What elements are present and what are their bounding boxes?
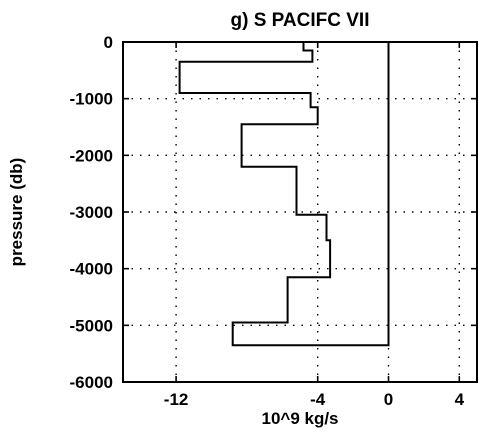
y-tick-label-2: -2000 <box>70 146 113 165</box>
plot-frame <box>122 41 478 383</box>
transport-profile-line-0 <box>178 42 390 347</box>
chart-title: g) S PACIFC VII <box>231 10 370 31</box>
y-tick-label-4: -4000 <box>70 260 113 279</box>
y-tick-label-1: -1000 <box>70 90 113 109</box>
y-tick-label-3: -3000 <box>70 203 113 222</box>
y-tick-label-0: 0 <box>104 33 113 52</box>
tick-labels: -12 -4 0 4 0 -1000 -2000 -3000 -4000 -5000 -6000 <box>70 33 465 409</box>
y-tick-label-5: -5000 <box>70 316 113 335</box>
y-tick-label-6: -6000 <box>70 373 113 392</box>
x-tick-label-1: -4 <box>310 390 326 409</box>
x-tick-label-3: 4 <box>455 390 465 409</box>
x-axis-label: 10^9 kg/s <box>261 409 338 428</box>
x-tick-label-2: 0 <box>384 390 393 409</box>
x-tick-label-0: -12 <box>164 390 189 409</box>
series-layer <box>178 42 390 347</box>
y-axis-label: pressure (db) <box>7 158 26 267</box>
